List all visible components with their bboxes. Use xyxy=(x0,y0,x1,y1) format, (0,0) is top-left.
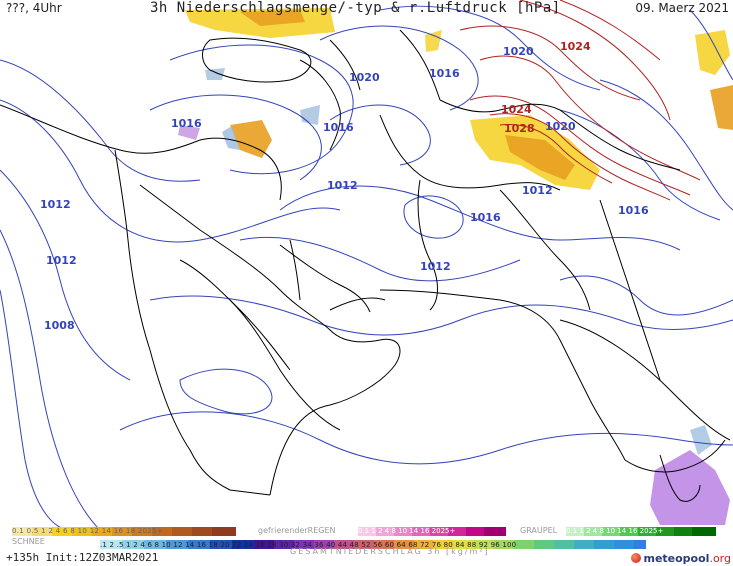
rain-legend-bar xyxy=(12,527,236,536)
precip-patch-tibet xyxy=(695,30,730,75)
precip-patch-east xyxy=(710,85,733,130)
meteopool-logo[interactable]: meteopool.org xyxy=(631,552,731,565)
total-scale-label: .1 2 .5 1 2 4 6 8 10 12 14 16 18 20 22 2… xyxy=(100,541,517,549)
forecast-day-label: ???, 4Uhr xyxy=(6,1,62,15)
freezing-scale-label: 0.1 1 2 4 8 10 14 16 2025+ xyxy=(358,527,456,535)
logo-text: meteopool xyxy=(643,552,710,565)
legend-bars xyxy=(12,527,716,549)
isobar-label: 1016 xyxy=(618,204,649,217)
precip-patch-turkey-light xyxy=(222,126,240,150)
model-run-info: +135h Init:12Z03MAR2021 xyxy=(6,551,159,564)
precip-patch-srilanka-light xyxy=(690,425,712,455)
snow-label: SCHNEE xyxy=(12,537,45,546)
precip-patch-caspian xyxy=(425,30,442,52)
isobar-label: 1024 xyxy=(501,103,532,116)
snow-legend-bar xyxy=(100,540,254,549)
precip-patch-central-asia-orange xyxy=(505,135,575,180)
isobar-label: 1024 xyxy=(560,40,591,53)
precip-patch-srilanka xyxy=(650,450,730,525)
graupel-legend-bar xyxy=(566,527,716,536)
isobar-label: 1016 xyxy=(171,117,202,130)
isobar-label: 1012 xyxy=(46,254,77,267)
isobar-label: 1012 xyxy=(40,198,71,211)
graupel-scale-label: 0.1 1 2 4 8 10 14 16 2025+ xyxy=(566,527,664,535)
isobar-label: 1012 xyxy=(522,184,553,197)
logo-icon xyxy=(631,553,642,563)
chart-title: 3h Niederschlagsmenge/-typ & r.Luftdruck… xyxy=(150,0,561,16)
freezing-rain-legend-bar xyxy=(358,527,506,536)
isobar-label: 1020 xyxy=(349,71,380,84)
precip-patch-iran-north xyxy=(300,105,320,125)
valid-date: 09. Maerz 2021 xyxy=(635,1,729,15)
isobar-label: 1020 xyxy=(545,120,576,133)
freezing-rain-label: gefrierenderREGEN xyxy=(258,526,336,535)
coastlines xyxy=(0,29,731,502)
isobar-label: 1016 xyxy=(470,211,501,224)
precip-patch-aegean xyxy=(178,125,200,140)
isobar-label: 1028 xyxy=(504,122,535,135)
isobar-lines xyxy=(0,0,733,531)
isobar-label: 1016 xyxy=(429,67,460,80)
precipitation-areas xyxy=(178,8,733,525)
total-precip-legend-bar xyxy=(254,540,646,549)
logo-tld: .org xyxy=(709,552,731,565)
precip-patch-turkey xyxy=(230,120,272,158)
isobar-label: 1020 xyxy=(503,45,534,58)
total-precip-label: GESAMTNIEDERSCHLAG 3h [kg/m²] xyxy=(290,547,490,556)
graupel-label: GRAUPEL xyxy=(520,526,558,535)
rain-scale-label: 0.1 0.5 1 2 4 6 8 10 12 14 16 18 2025+ xyxy=(12,527,164,535)
isobar-label: 1016 xyxy=(323,121,354,134)
isobar-label: 1012 xyxy=(327,179,358,192)
isobar-label: 1012 xyxy=(420,260,451,273)
isobar-label: 1008 xyxy=(44,319,75,332)
precip-patch-black-sea xyxy=(205,68,225,80)
pressure-labels: 1012 1012 1008 1016 1016 1020 1016 1012 … xyxy=(40,40,649,332)
precip-patch-caucasus-orange xyxy=(240,10,305,26)
